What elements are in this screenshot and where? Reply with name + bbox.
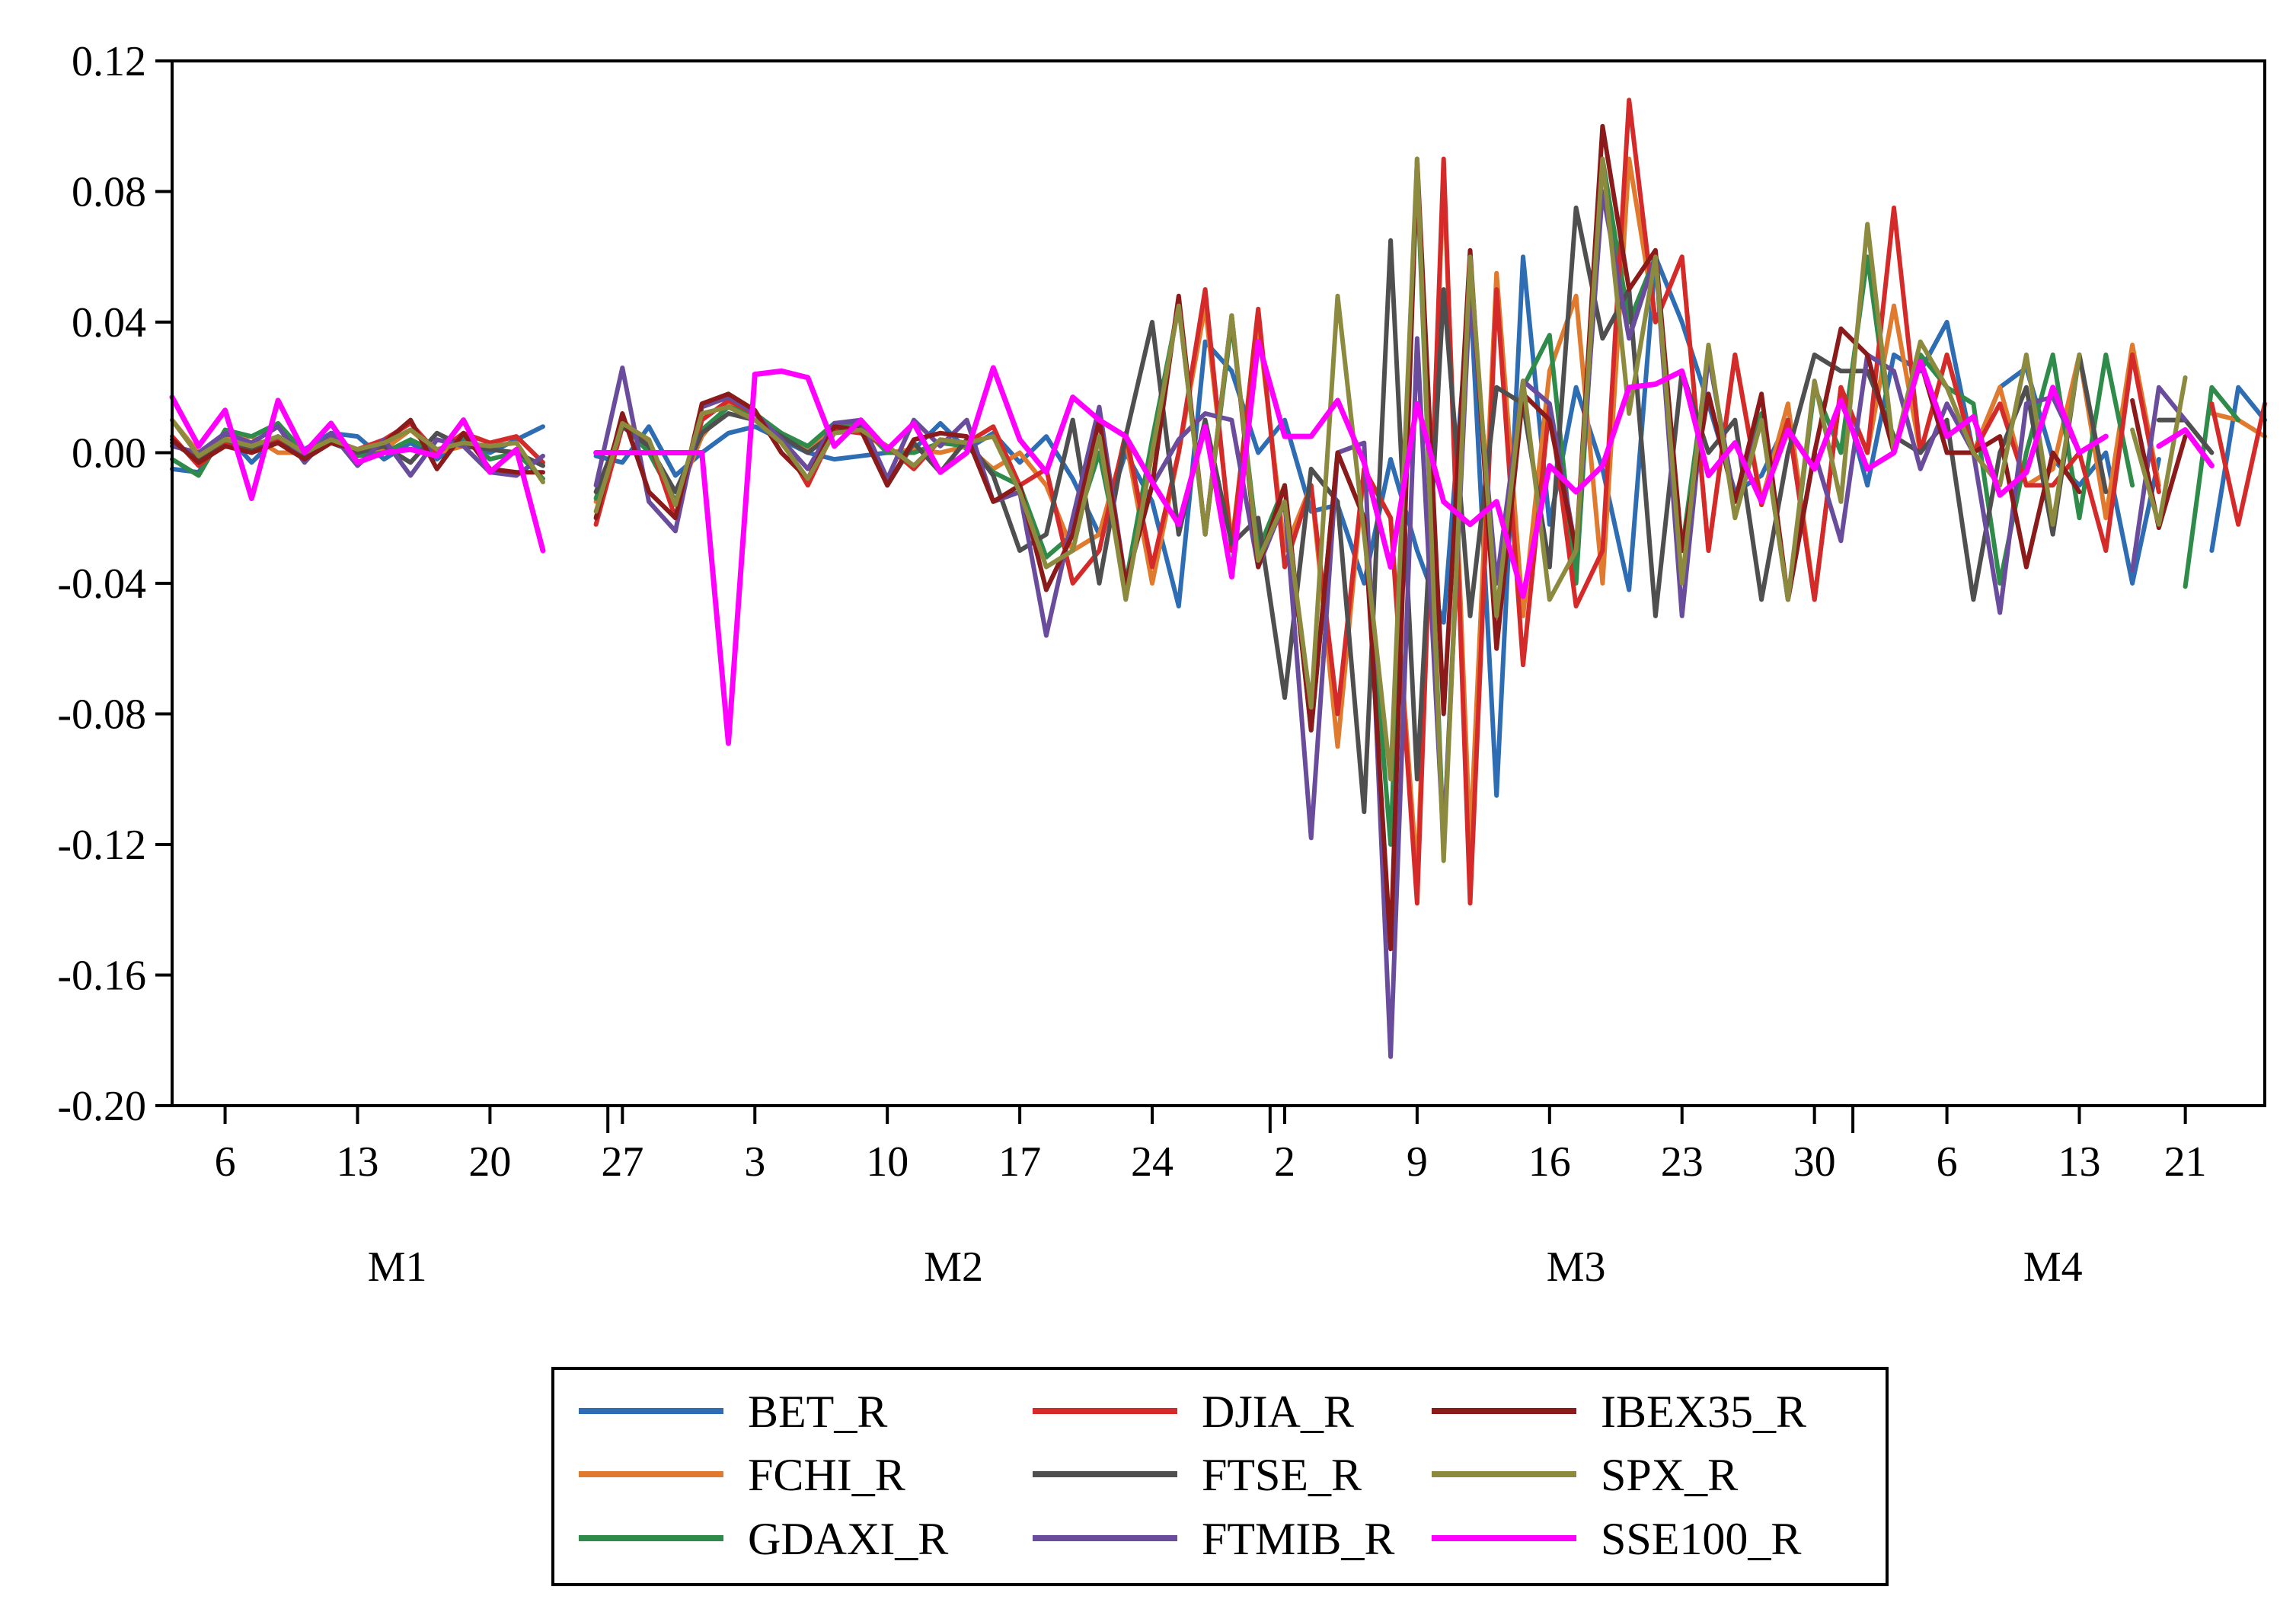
x-tick-label: 9 xyxy=(1407,1138,1428,1186)
y-tick-label: 0.12 xyxy=(72,38,146,85)
x-tick-label: 16 xyxy=(1528,1138,1571,1186)
x-tick-label: 23 xyxy=(1661,1138,1704,1186)
x-tick-label: 6 xyxy=(215,1138,236,1186)
legend-label: BET_R xyxy=(748,1387,887,1437)
x-axis: 6 13 20 27 3 10 17 24 2 9 16 23 30 6 13 21 M1 M2 M3 M4 xyxy=(215,1106,2207,1291)
legend: BET_R FCHI_R GDAXI_R DJIA_R FTSE_R FTMIB_R IBE… xyxy=(551,1367,1889,1586)
legend-label: IBEX35_R xyxy=(1601,1387,1806,1437)
month-label: M2 xyxy=(924,1243,983,1291)
x-tick-label: 6 xyxy=(1937,1138,1958,1186)
x-tick-label: 20 xyxy=(468,1138,511,1186)
y-tick-label: 0.00 xyxy=(72,430,146,477)
x-tick-label: 30 xyxy=(1793,1138,1836,1186)
y-tick-label: -0.12 xyxy=(57,822,146,869)
x-tick-label: 13 xyxy=(336,1138,378,1186)
legend-label: SPX_R xyxy=(1601,1450,1738,1500)
legend-label: GDAXI_R xyxy=(748,1514,948,1564)
x-tick-label: 17 xyxy=(998,1138,1041,1186)
legend-label: SSE100_R xyxy=(1601,1514,1801,1564)
legend-label: DJIA_R xyxy=(1202,1387,1354,1437)
month-label: M4 xyxy=(2023,1243,2083,1291)
plot-area xyxy=(172,61,2265,1106)
x-tick-label: 2 xyxy=(1274,1138,1295,1186)
x-tick-label: 10 xyxy=(866,1138,909,1186)
month-label: M1 xyxy=(368,1243,427,1291)
y-tick-label: -0.08 xyxy=(57,691,146,739)
y-tick-label: -0.16 xyxy=(57,953,146,1000)
y-tick-label: 0.04 xyxy=(72,299,146,346)
x-tick-label: 27 xyxy=(601,1138,643,1186)
legend-box xyxy=(551,1367,1889,1586)
x-tick-label: 13 xyxy=(2058,1138,2101,1186)
x-tick-label: 3 xyxy=(744,1138,765,1186)
legend-label: FTSE_R xyxy=(1202,1450,1362,1500)
y-tick-label: -0.20 xyxy=(57,1083,146,1130)
legend-label: FCHI_R xyxy=(748,1450,905,1500)
series-layer xyxy=(169,97,2267,1059)
month-label: M3 xyxy=(1547,1243,1606,1291)
y-tick-label: 0.08 xyxy=(72,169,146,216)
y-axis: 0.12 0.08 0.04 0.00 -0.04 -0.08 -0.12 -0.16 -0.2… xyxy=(57,38,172,1130)
series-line-sse100-r xyxy=(169,339,2215,746)
legend-label: FTMIB_R xyxy=(1202,1514,1394,1564)
x-tick-label: 24 xyxy=(1131,1138,1174,1186)
x-tick-label: 21 xyxy=(2164,1138,2207,1186)
y-tick-label: -0.04 xyxy=(57,560,146,608)
